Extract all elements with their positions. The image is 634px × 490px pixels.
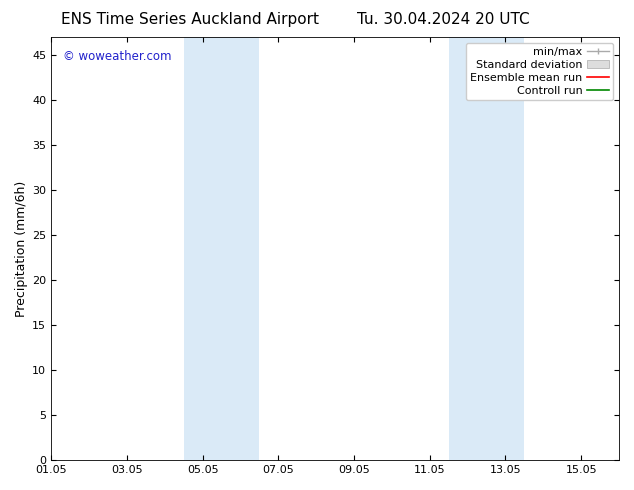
Text: Tu. 30.04.2024 20 UTC: Tu. 30.04.2024 20 UTC [358,12,530,27]
Text: © woweather.com: © woweather.com [63,50,171,63]
Y-axis label: Precipitation (mm/6h): Precipitation (mm/6h) [15,180,28,317]
Bar [184,37,259,460]
Legend: min/max, Standard deviation, Ensemble mean run, Controll run: min/max, Standard deviation, Ensemble me… [465,43,614,100]
Bar [449,37,524,460]
Text: ENS Time Series Auckland Airport: ENS Time Series Auckland Airport [61,12,319,27]
